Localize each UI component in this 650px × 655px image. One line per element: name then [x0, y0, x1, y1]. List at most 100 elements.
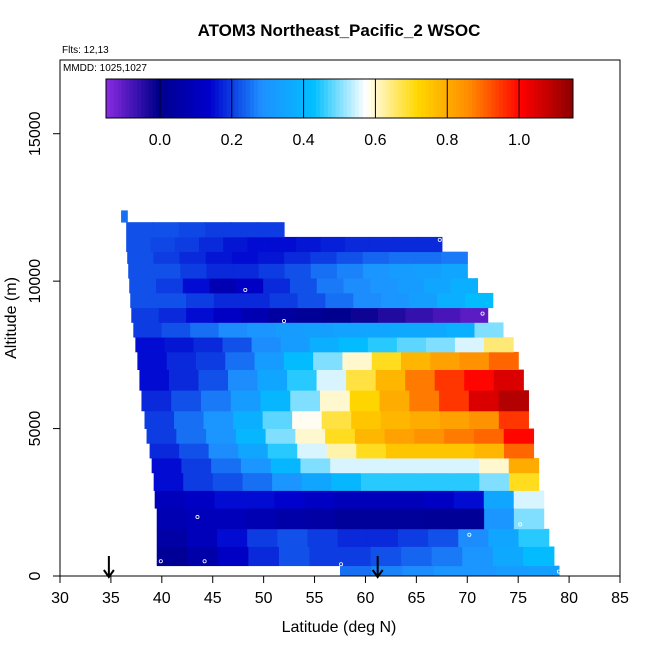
colorbar-swatch	[253, 79, 259, 118]
y-tick-label: 0	[27, 571, 44, 580]
heatmap-cell	[508, 458, 540, 474]
heatmap-cell	[449, 458, 480, 474]
colorbar-tick-label: 0.8	[436, 132, 458, 149]
heatmap-cell	[214, 490, 246, 509]
heatmap-cell	[458, 528, 490, 547]
dates-label: MMDD: 1025,1027	[63, 63, 147, 74]
heatmap-cell	[247, 322, 277, 338]
heatmap-cell	[186, 292, 215, 309]
heatmap-cell	[121, 210, 128, 223]
heatmap-cell	[474, 443, 505, 459]
heatmap-cell	[492, 546, 524, 567]
heatmap-cell	[527, 565, 560, 577]
colorbar-swatch	[277, 79, 282, 118]
heatmap-cell	[310, 251, 338, 264]
y-tick-label: 15000	[27, 111, 44, 156]
y-axis: 0 5000 10000 15000	[27, 111, 60, 580]
heatmap-cell	[296, 236, 322, 253]
heatmap-cell	[479, 472, 510, 491]
colorbar-swatch	[378, 79, 383, 118]
heatmap-cell	[320, 236, 346, 253]
heatmap-cell	[346, 369, 377, 391]
heatmap-cell	[354, 428, 386, 444]
heatmap-cell	[370, 546, 402, 567]
heatmap-cell	[356, 443, 387, 459]
colorbar-swatch	[534, 79, 539, 118]
heatmap-cell	[131, 307, 160, 323]
heatmap-cell	[211, 458, 242, 474]
heatmap-cell	[423, 490, 455, 509]
heatmap-cell	[225, 351, 256, 370]
x-tick-label: 65	[407, 590, 425, 607]
colorbar-swatch	[211, 79, 216, 118]
heatmap-cell	[434, 369, 465, 391]
colorbar-swatch	[226, 79, 232, 118]
colorbar-swatch	[160, 79, 165, 118]
colorbar-swatch	[230, 79, 235, 118]
heatmap-cell	[212, 472, 244, 491]
heatmap-cell	[450, 278, 479, 294]
colorbar-swatch	[444, 79, 449, 118]
heatmap-cell	[436, 292, 466, 309]
colorbar-swatch	[125, 79, 130, 118]
colorbar-swatch	[148, 79, 154, 118]
heatmap-cell	[251, 337, 282, 353]
heatmap-cell	[367, 528, 399, 547]
heatmap-cell	[397, 528, 429, 547]
heatmap-cell	[206, 428, 237, 444]
colorbar-swatch	[343, 79, 348, 118]
heatmap-cell	[441, 263, 468, 279]
colorbar-swatch	[362, 79, 368, 118]
colorbar-swatch	[242, 79, 247, 118]
heatmap-cell	[151, 458, 182, 474]
colorbar-swatch	[436, 79, 442, 118]
heatmap-cell	[205, 251, 233, 264]
heatmap-cell	[289, 278, 318, 294]
colorbar-swatch	[351, 79, 356, 118]
colorbar-swatch	[285, 79, 290, 118]
heatmap-cell	[439, 390, 470, 412]
heatmap-cell	[146, 428, 177, 444]
heatmap-cell	[242, 472, 273, 491]
heatmap-cell	[262, 410, 293, 429]
colorbar-swatch	[304, 79, 309, 118]
heatmap-cell	[233, 410, 264, 429]
x-axis: 30 35 40 45 50 55 60 65 70 75 80 85	[51, 576, 629, 607]
heatmap-cell	[454, 337, 485, 353]
heatmap-cell	[195, 351, 226, 370]
heatmap-cell	[168, 369, 200, 391]
colorbar-swatch	[456, 79, 461, 118]
heatmap-cell	[380, 410, 411, 429]
heatmap-cell	[272, 472, 303, 491]
sample-point	[339, 562, 344, 567]
heatmap-cell	[128, 263, 155, 279]
heatmap-cell	[409, 292, 438, 309]
sample-point	[281, 318, 286, 323]
heatmap-cell	[213, 307, 242, 323]
sample-point	[529, 392, 534, 397]
heatmap-cell	[313, 351, 344, 370]
colorbar-tick-label: 0.6	[364, 132, 386, 149]
colorbar-swatch	[121, 79, 126, 118]
heatmap-cell	[453, 490, 485, 509]
heatmap-cell	[295, 307, 324, 323]
flights-label: Flts: 12,13	[62, 45, 109, 56]
x-tick-label: 30	[51, 590, 69, 607]
heatmap-cell	[231, 251, 259, 264]
colorbar-swatch	[452, 79, 457, 118]
heatmap-cell	[323, 307, 352, 323]
heatmap-cell	[246, 508, 277, 530]
heatmap-cell	[284, 263, 312, 279]
heatmap-cell	[232, 263, 260, 279]
heatmap-cell	[260, 390, 291, 412]
colorbar-swatch	[347, 79, 352, 118]
colorbar-swatch	[144, 79, 150, 118]
heatmap-cell	[158, 307, 187, 323]
heatmap-cell	[238, 443, 269, 459]
colorbar-frame	[105, 78, 574, 119]
heatmap-cell	[303, 322, 333, 338]
heatmap-cell	[156, 546, 188, 567]
heatmap-cell	[193, 337, 224, 353]
heatmap-cell	[275, 322, 305, 338]
